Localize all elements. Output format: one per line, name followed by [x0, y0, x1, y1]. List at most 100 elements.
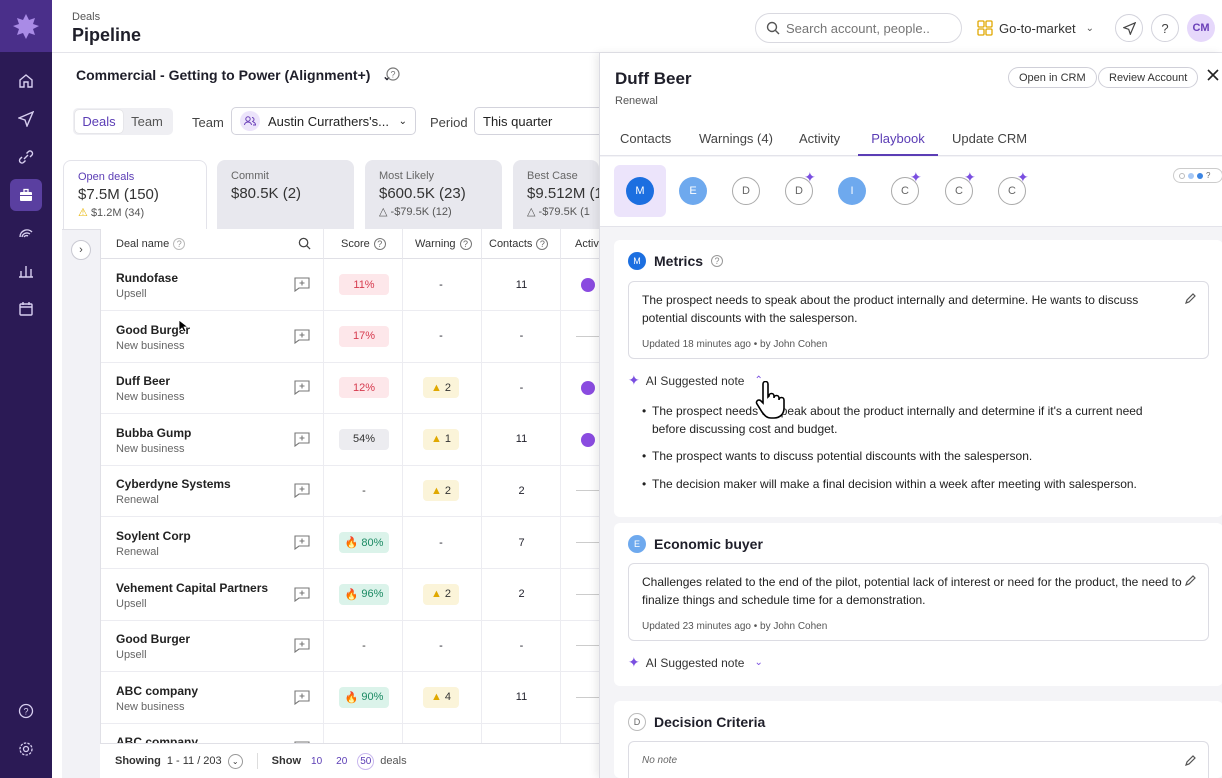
- page-size-20[interactable]: 20: [336, 755, 348, 767]
- tab-warnings[interactable]: Warnings (4): [699, 131, 773, 146]
- edit-icon[interactable]: [1185, 754, 1197, 766]
- table-row[interactable]: Cyberdyne Systems Renewal - ▲ 2 2: [101, 465, 601, 518]
- metrics-note[interactable]: The prospect needs to speak about the pr…: [628, 281, 1209, 359]
- app-logo[interactable]: [0, 0, 52, 52]
- step-d-3[interactable]: D ✦: [773, 165, 825, 217]
- add-comment-icon[interactable]: [294, 587, 310, 602]
- add-comment-icon[interactable]: [294, 483, 310, 499]
- add-comment-icon[interactable]: [294, 277, 310, 292]
- step-c-7[interactable]: C ✦: [986, 165, 1038, 217]
- deal-type: New business: [116, 700, 185, 713]
- search-box[interactable]: [755, 13, 962, 43]
- help-icon[interactable]: ?: [386, 67, 400, 81]
- help-button[interactable]: ?: [1151, 14, 1179, 42]
- tab-playbook[interactable]: Playbook: [858, 131, 938, 156]
- activity-dot[interactable]: [581, 381, 595, 396]
- chart-icon[interactable]: [10, 255, 42, 287]
- gear-icon[interactable]: [10, 733, 42, 765]
- step-d-2[interactable]: D: [720, 165, 772, 217]
- table-footer: Showing 1 - 11 / 203 ⌄ Show 10 20 50 dea…: [100, 743, 600, 778]
- step-c-6[interactable]: C ✦: [933, 165, 985, 217]
- table-row[interactable]: Good Burger New business 17% - -: [101, 310, 601, 363]
- send-icon[interactable]: [10, 103, 42, 135]
- card-open-deals[interactable]: Open deals $7.5M (150) ⚠ $1.2M (34): [63, 160, 207, 229]
- warning-icon: △: [379, 206, 388, 218]
- link-icon[interactable]: [10, 141, 42, 173]
- tab-update-crm[interactable]: Update CRM: [952, 131, 1028, 146]
- warning-badge[interactable]: ▲ 4: [423, 686, 459, 708]
- toggle-team[interactable]: Team: [131, 114, 163, 129]
- card-commit[interactable]: Commit $80.5K (2): [217, 160, 354, 229]
- team-select[interactable]: Austin Currathers's... ⌄: [231, 107, 416, 135]
- close-icon[interactable]: [1206, 68, 1220, 82]
- step-badge: D: [628, 713, 646, 731]
- expand-button[interactable]: ›: [71, 240, 91, 260]
- toggle-deals[interactable]: Deals: [75, 110, 123, 133]
- ai-suggested-toggle[interactable]: ✦ AI Suggested note ⌃: [628, 372, 763, 388]
- table-row[interactable]: Bubba Gump New business 54% ▲ 1 11: [101, 413, 601, 466]
- radar-icon[interactable]: [10, 217, 42, 249]
- add-comment-icon[interactable]: [294, 690, 310, 705]
- workspace-selector[interactable]: Go-to-market ⌄: [977, 16, 1094, 40]
- table-row[interactable]: ABC company New business 🔥 90% ▲ 4 11: [101, 671, 601, 724]
- chevron-down-icon[interactable]: ⌄: [227, 753, 243, 769]
- col-warning[interactable]: Warning?: [403, 229, 482, 259]
- add-comment-icon[interactable]: [294, 380, 310, 396]
- warning-badge[interactable]: ▲ 2: [423, 377, 459, 399]
- table-row[interactable]: Vehement Capital Partners Upsell 🔥 96% ▲ 2 2: [101, 568, 601, 621]
- ai-suggested-toggle[interactable]: ✦ AI Suggested note ⌄: [628, 654, 763, 670]
- add-comment-icon[interactable]: [294, 638, 310, 654]
- table-row[interactable]: Good Burger Upsell - - -: [101, 620, 601, 673]
- warning-badge[interactable]: ▲ 2: [423, 480, 459, 502]
- search-icon[interactable]: [298, 237, 311, 250]
- edit-icon[interactable]: [1185, 292, 1197, 304]
- warning-badge[interactable]: ▲ 1: [423, 428, 459, 450]
- deal-cell: Good Burger New business: [101, 310, 324, 363]
- tab-contacts[interactable]: Contacts: [620, 131, 672, 146]
- col-deal-name[interactable]: Deal name ?: [101, 229, 324, 259]
- open-in-crm-button[interactable]: Open in CRM: [1008, 67, 1097, 88]
- table-row[interactable]: Rundofase Upsell 11% - 11: [101, 259, 601, 311]
- warning-value: -: [439, 536, 443, 549]
- search-input[interactable]: [786, 20, 946, 36]
- home-icon[interactable]: [10, 65, 42, 97]
- add-comment-icon[interactable]: [294, 329, 310, 344]
- briefcase-icon[interactable]: [10, 179, 42, 211]
- page-size-10[interactable]: 10: [311, 755, 323, 767]
- score-badge: 12%: [339, 377, 389, 399]
- step-m-0[interactable]: M: [614, 165, 666, 217]
- card-best-case[interactable]: Best Case $9.512M (12 △ -$79.5K (1: [513, 160, 599, 229]
- col-score[interactable]: Score?: [324, 229, 403, 259]
- col-activity[interactable]: Activ: [561, 229, 601, 259]
- col-contacts[interactable]: Contacts?: [482, 229, 561, 259]
- step-e-1[interactable]: E: [667, 165, 719, 217]
- economic-note[interactable]: Challenges related to the end of the pil…: [628, 563, 1209, 641]
- decision-note[interactable]: No note: [628, 741, 1209, 778]
- step-c-5[interactable]: C ✦: [879, 165, 931, 217]
- add-comment-icon[interactable]: [294, 432, 310, 447]
- avatar[interactable]: CM: [1187, 14, 1215, 42]
- calendar-icon[interactable]: [10, 293, 42, 325]
- card-most-likely[interactable]: Most Likely $600.5K (23) △ -$79.5K (12): [365, 160, 502, 229]
- add-comment-icon[interactable]: [294, 535, 310, 550]
- review-account-button[interactable]: Review Account: [1098, 67, 1199, 88]
- step-i-4[interactable]: I: [826, 165, 878, 217]
- view-title[interactable]: Commercial - Getting to Power (Alignment…: [76, 67, 392, 83]
- period-select[interactable]: This quarter: [474, 107, 604, 135]
- activity-dot[interactable]: [581, 432, 595, 447]
- activity-cell: [561, 620, 601, 672]
- activity-dot[interactable]: [581, 278, 595, 292]
- warning-badge[interactable]: ▲ 2: [423, 583, 459, 605]
- table-row[interactable]: Duff Beer New business 12% ▲ 2 -: [101, 362, 601, 415]
- table-row[interactable]: Soylent Corp Renewal 🔥 80% - 7: [101, 517, 601, 569]
- tab-activity[interactable]: Activity: [799, 131, 841, 146]
- deal-type: New business: [116, 391, 185, 404]
- breadcrumb[interactable]: Deals: [72, 11, 101, 23]
- step-pager[interactable]: ?: [1173, 168, 1222, 183]
- edit-icon[interactable]: [1185, 574, 1197, 586]
- send-button[interactable]: [1115, 14, 1143, 42]
- deal-cell: ABC company New business: [101, 671, 324, 724]
- page-size-50[interactable]: 50: [357, 752, 375, 770]
- help-icon[interactable]: ?: [10, 695, 42, 727]
- activity-line: [576, 645, 601, 647]
